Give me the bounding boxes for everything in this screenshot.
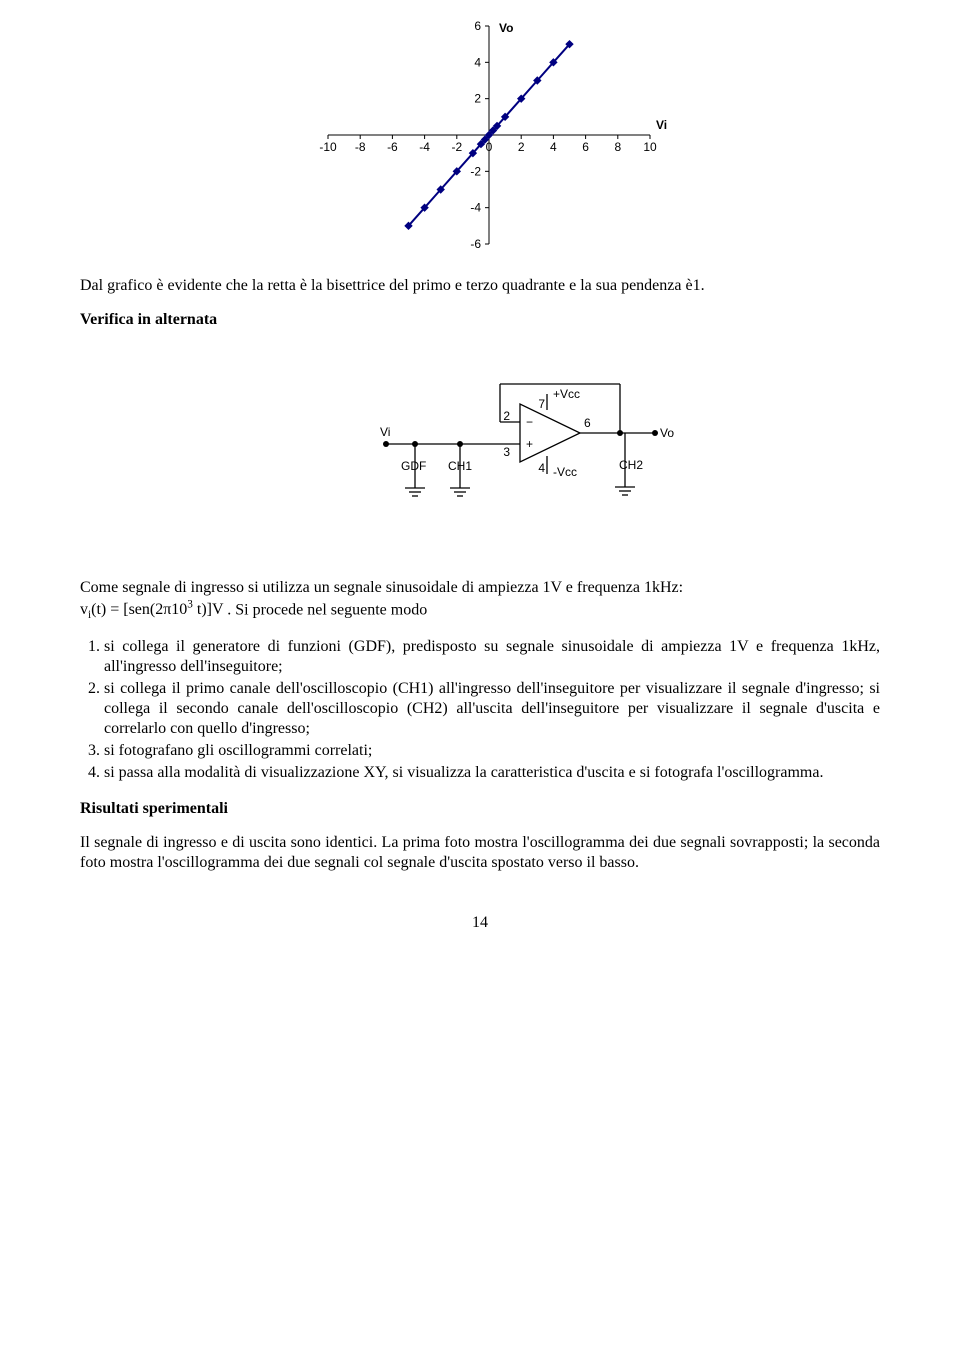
svg-text:-4: -4: [419, 140, 430, 154]
svg-text:2: 2: [474, 92, 481, 106]
svg-text:Vo: Vo: [499, 21, 513, 35]
signal-intro-para: Come segnale di ingresso si utilizza un …: [80, 578, 880, 623]
svg-text:-10: -10: [319, 140, 337, 154]
formula-tail: . Si procede nel seguente modo: [227, 601, 427, 618]
svg-text:CH2: CH2: [619, 458, 643, 472]
formula: vi(t) = [sen(2π103 t)]V: [80, 601, 227, 618]
results-heading: Risultati sperimentali: [80, 799, 880, 819]
svg-text:2: 2: [518, 140, 525, 154]
page-number: 14: [80, 913, 880, 933]
steps-list: si collega il generatore di funzioni (GD…: [80, 637, 880, 783]
svg-text:2: 2: [503, 409, 510, 423]
step-item: si collega il primo canale dell'oscillos…: [104, 679, 880, 739]
results-para: Il segnale di ingresso e di uscita sono …: [80, 833, 880, 873]
svg-text:+: +: [526, 437, 533, 451]
svg-text:-2: -2: [470, 164, 481, 178]
svg-text:-2: -2: [451, 140, 462, 154]
circuit-diagram: Vi GDF CH1 − +2 3 +Vcc 7 -Vcc 4 6 Vo CH2: [370, 344, 880, 550]
svg-text:-Vcc: -Vcc: [553, 465, 577, 479]
formula-v: v: [80, 601, 88, 618]
signal-intro-text: Come segnale di ingresso si utilizza un …: [80, 579, 683, 596]
svg-text:7: 7: [538, 397, 545, 411]
svg-text:4: 4: [474, 55, 481, 69]
intro-para: Dal grafico è evidente che la retta è la…: [80, 276, 880, 296]
svg-text:-6: -6: [470, 237, 481, 250]
formula-mid1: (t) = [sen(2π10: [91, 601, 187, 618]
svg-text:4: 4: [550, 140, 557, 154]
svg-text:GDF: GDF: [401, 459, 426, 473]
svg-text:8: 8: [614, 140, 621, 154]
step-item: si collega il generatore di funzioni (GD…: [104, 637, 880, 677]
svg-text:-8: -8: [355, 140, 366, 154]
step-item: si passa alla modalità di visualizzazion…: [104, 763, 880, 783]
scatter-chart: -10 -8 -6 -4 -2 0 2 4 6 8 10 6 4 2 -2 -4 -6 Vo Vi: [300, 20, 680, 256]
svg-text:-4: -4: [470, 201, 481, 215]
svg-text:-6: -6: [387, 140, 398, 154]
verify-heading: Verifica in alternata: [80, 310, 880, 330]
svg-text:Vi: Vi: [380, 425, 390, 439]
svg-text:10: 10: [643, 140, 657, 154]
svg-text:+Vcc: +Vcc: [553, 387, 580, 401]
formula-mid2: t)]V: [193, 601, 223, 618]
step-item: si fotografano gli oscillogrammi correla…: [104, 741, 880, 761]
svg-text:3: 3: [503, 445, 510, 459]
svg-text:Vo: Vo: [660, 426, 674, 440]
svg-text:6: 6: [582, 140, 589, 154]
svg-text:0: 0: [486, 140, 493, 154]
svg-text:−: −: [526, 415, 533, 429]
svg-text:CH1: CH1: [448, 459, 472, 473]
svg-text:Vi: Vi: [656, 118, 667, 132]
svg-text:6: 6: [474, 20, 481, 33]
svg-text:4: 4: [538, 461, 545, 475]
svg-text:6: 6: [584, 416, 591, 430]
